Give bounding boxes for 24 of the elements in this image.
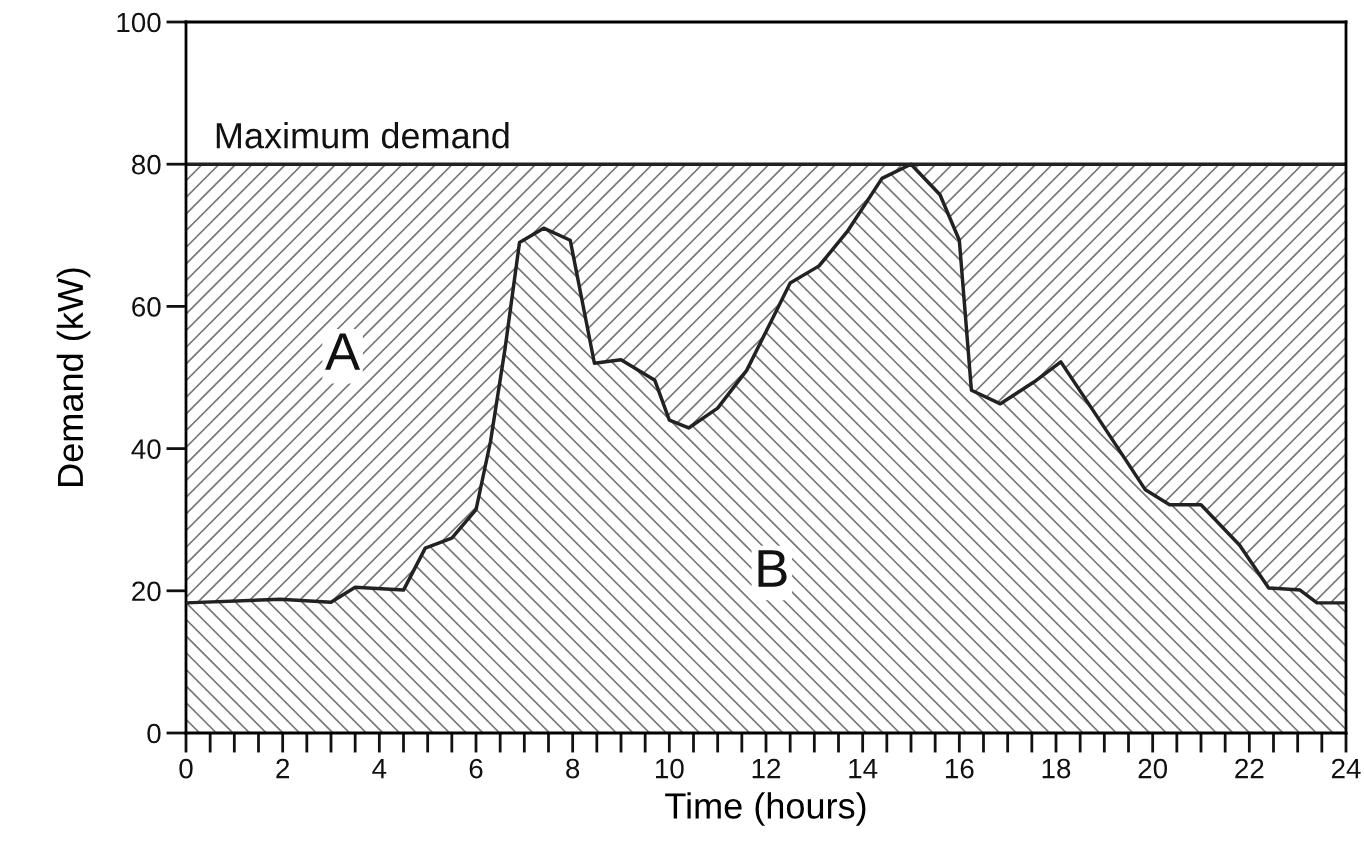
x-tick-label: 12 (752, 758, 781, 779)
y-tick-label: 0 (147, 723, 161, 744)
x-tick-label: 18 (1042, 758, 1071, 779)
x-tick-label: 10 (656, 758, 684, 779)
x-tick-label: 8 (566, 758, 580, 779)
x-tick-label: 14 (849, 759, 878, 779)
x-tick-label: 0 (179, 758, 193, 779)
y-tick-label: 20 (132, 581, 161, 602)
annotation: B (758, 550, 787, 587)
x-tick-label: 24 (1331, 758, 1361, 779)
x-tick-label: 6 (469, 758, 483, 779)
x-tick-label: 20 (1138, 758, 1168, 779)
x-axis-title: Time (hours) (665, 792, 866, 826)
x-tick-label: 16 (946, 758, 974, 779)
x-tick-label: 2 (276, 758, 289, 779)
x-tick-label: 4 (372, 759, 387, 779)
ref-line-label: Maximum demand (216, 122, 509, 149)
annotation: A (325, 333, 361, 370)
y-tick-label: 40 (131, 439, 161, 459)
y-tick-label: 60 (132, 297, 161, 317)
x-tick-label: 22 (1235, 758, 1264, 779)
y-tick-label: 100 (117, 12, 161, 33)
y-axis-title: Demand (kW) (56, 268, 91, 486)
y-tick-label: 80 (132, 154, 161, 175)
